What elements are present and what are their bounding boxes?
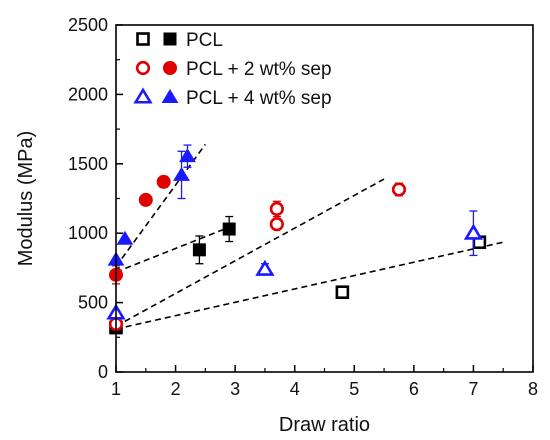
x-axis-label: Draw ratio xyxy=(279,414,370,436)
filled-square-marker xyxy=(192,243,206,257)
x-tick-label: 5 xyxy=(349,379,359,399)
y-tick-label: 0 xyxy=(98,362,108,382)
open-circle-marker xyxy=(269,201,284,217)
filled-triangle-marker xyxy=(179,148,196,163)
axes: 1 2 3 4 5 6 7 8 0 500 1000 1500 2000 2500 xyxy=(68,15,538,399)
y-tick-label: 2000 xyxy=(68,84,108,104)
legend-entry: PCL + 2 wt% sep xyxy=(135,59,332,80)
x-tick-label: 1 xyxy=(111,379,121,399)
trend-line xyxy=(115,178,385,327)
open-square-marker xyxy=(136,32,150,46)
y-tick-label: 1000 xyxy=(68,223,108,243)
filled-triangle-marker xyxy=(116,230,134,245)
legend-label: PCL xyxy=(186,30,223,51)
x-tick-label: 8 xyxy=(528,379,538,399)
filled-circle-marker xyxy=(138,192,153,207)
x-tick-label: 2 xyxy=(171,379,181,399)
filled-triangle-marker xyxy=(161,89,179,103)
legend-label: PCL + 2 wt% sep xyxy=(186,59,332,80)
open-triangle-marker xyxy=(463,223,484,240)
filled-square-marker xyxy=(222,222,236,236)
legend-entry: PCL xyxy=(136,30,223,51)
open-circle-marker xyxy=(269,217,284,232)
y-tick-label: 2500 xyxy=(68,15,108,35)
legend-entry: PCL + 4 wt% sep xyxy=(133,87,332,109)
filled-triangle-marker xyxy=(173,166,190,181)
open-circle-marker xyxy=(391,182,407,197)
open-triangle-marker xyxy=(255,259,275,276)
legend: PCL PCL + 2 wt% sep PCL + 4 wt% sep xyxy=(133,30,332,109)
x-tick-label: 4 xyxy=(290,379,300,399)
y-tick-label: 1500 xyxy=(68,154,108,174)
filled-circle-marker xyxy=(156,174,171,189)
series-group xyxy=(109,215,487,335)
open-square-marker xyxy=(335,285,350,299)
open-circle-marker xyxy=(135,60,151,76)
x-tick-label: 3 xyxy=(230,379,240,399)
x-tick-label: 7 xyxy=(468,379,478,399)
trend-lines xyxy=(115,143,504,330)
legend-label: PCL + 4 wt% sep xyxy=(186,88,332,109)
trend-line xyxy=(115,224,236,273)
series-group xyxy=(108,174,407,332)
open-triangle-marker xyxy=(133,87,153,104)
y-axis-label: Modulus (MPa) xyxy=(15,131,37,267)
x-tick-label: 6 xyxy=(409,379,419,399)
series-group xyxy=(106,144,484,320)
trend-line xyxy=(115,143,207,267)
data-marks xyxy=(106,144,487,335)
trend-line xyxy=(115,241,504,330)
filled-square-marker xyxy=(163,32,177,46)
filled-circle-marker xyxy=(163,61,177,75)
y-tick-label: 500 xyxy=(78,293,108,313)
